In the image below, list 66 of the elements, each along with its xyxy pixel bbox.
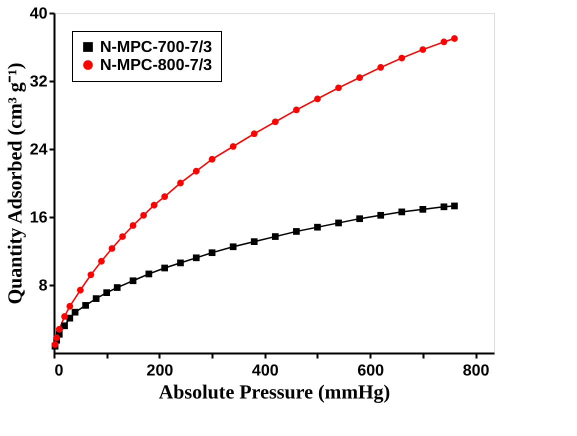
point	[230, 243, 237, 250]
point	[314, 224, 321, 231]
point	[451, 35, 458, 42]
point	[208, 249, 216, 256]
y-tick-label: 32	[30, 74, 48, 90]
point	[130, 222, 136, 229]
x-tick-label: 600	[357, 362, 384, 380]
point	[208, 156, 216, 163]
point	[440, 203, 448, 210]
point	[108, 245, 116, 252]
point	[150, 202, 158, 208]
point	[398, 54, 406, 62]
point	[103, 289, 110, 296]
point	[61, 313, 68, 320]
point	[192, 254, 200, 262]
x-tick-label: 800	[462, 362, 490, 380]
point	[161, 264, 168, 272]
point	[82, 302, 89, 309]
point	[293, 228, 300, 235]
point	[230, 143, 237, 150]
legend-label: N-MPC-800-7/3	[100, 57, 212, 74]
point	[76, 286, 84, 294]
point	[145, 270, 152, 278]
point	[192, 168, 200, 174]
x-tick-label: 200	[146, 362, 174, 380]
point	[98, 258, 105, 265]
point	[92, 295, 100, 302]
point	[250, 130, 258, 138]
point	[53, 334, 60, 342]
point	[88, 271, 94, 278]
point	[56, 326, 63, 333]
point	[420, 46, 426, 53]
point	[250, 238, 258, 246]
point	[66, 302, 74, 310]
point	[420, 206, 426, 213]
point	[398, 208, 406, 216]
point	[335, 220, 342, 226]
point	[440, 38, 448, 46]
y-tick-label: 24	[30, 142, 48, 158]
point	[293, 106, 300, 114]
point	[356, 215, 363, 222]
point	[140, 212, 147, 219]
point	[314, 96, 321, 102]
y-axis-title: Quantity Adsorbed (cm³ g⁻¹)	[4, 62, 27, 304]
point	[377, 64, 384, 71]
point	[177, 180, 184, 186]
point	[272, 233, 279, 240]
point	[114, 284, 121, 291]
x-axis-title: Absolute Pressure (mmHg)	[158, 382, 390, 404]
point	[119, 233, 126, 240]
legend-label: N-MPC-700-7/3	[100, 39, 212, 56]
x-tick-label: 0	[54, 362, 64, 380]
point	[272, 118, 279, 126]
point	[335, 84, 342, 92]
point	[377, 212, 384, 219]
point	[161, 193, 168, 200]
point	[451, 202, 458, 210]
point	[130, 277, 136, 284]
y-tick-label: 8	[38, 278, 48, 294]
point	[72, 308, 78, 316]
x-tick-label: 400	[252, 362, 279, 380]
y-tick-label: 16	[30, 210, 48, 226]
y-tick-label: 40	[30, 6, 48, 22]
point	[177, 260, 184, 266]
point	[61, 322, 68, 330]
point	[356, 74, 363, 81]
